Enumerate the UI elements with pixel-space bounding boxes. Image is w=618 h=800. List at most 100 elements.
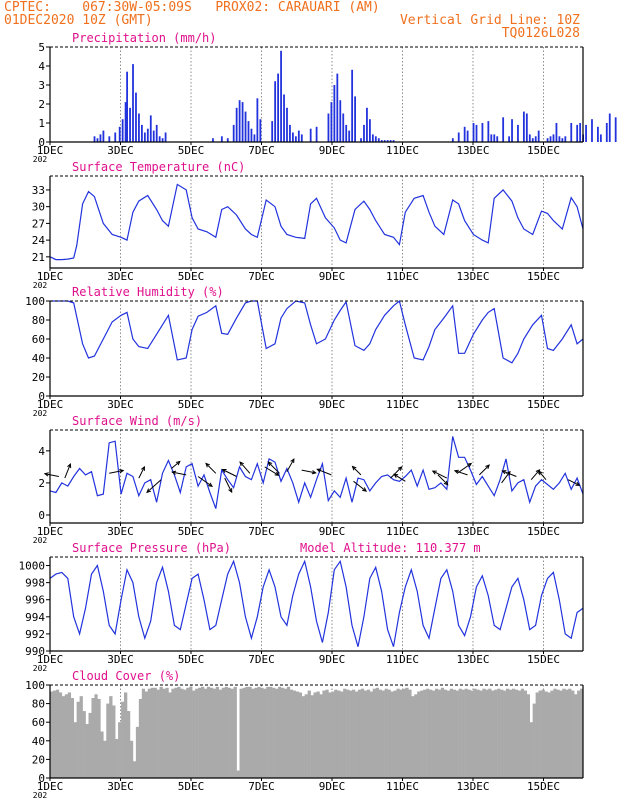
panel-6-cover-bar — [206, 686, 211, 778]
panel-3-xtick-label: 15DEC — [527, 398, 560, 411]
panel-6-cover-bar — [455, 690, 459, 778]
panel-6-cover-bar — [316, 691, 320, 778]
panel-6-cover-bar — [399, 689, 403, 778]
panel-5-xtick-label: 11DEC — [386, 653, 419, 666]
panel-6-cover-bar — [517, 690, 522, 778]
panel-1-bar — [546, 138, 549, 142]
panel-1-bar — [277, 73, 280, 142]
panel-6-cover-bar — [363, 690, 368, 778]
panel-6-cover-bar — [115, 738, 119, 778]
panel-6-cover-bar — [112, 705, 116, 778]
panel-1-bar — [138, 113, 140, 142]
panel-4-wind-arrow — [109, 470, 124, 474]
panel-4-wind-arrowhead — [575, 481, 581, 486]
panel-6-cover-bar — [307, 690, 311, 778]
panel-3-xtick-label: 11DEC — [386, 398, 419, 411]
panel-1-bar — [608, 113, 611, 142]
panel-6-cover-bar — [198, 687, 202, 778]
panel-1-bar — [286, 107, 288, 142]
panel-6-cover-bar — [506, 688, 510, 778]
panel-1-bar — [235, 107, 238, 142]
panel-6-cover-bar — [491, 690, 495, 778]
panel-1-bar — [283, 94, 285, 142]
panel-4-wind-arrowhead — [228, 488, 233, 494]
panel-6-cover-bar — [417, 691, 421, 778]
panel-1-bar — [259, 119, 262, 142]
panel-6-cover-bar — [464, 688, 468, 778]
panel-5-series-line — [49, 559, 584, 647]
panel-6-cover-bar — [153, 687, 157, 778]
panel-1-bar — [374, 136, 377, 142]
panel-1-bar — [93, 136, 96, 142]
panel-6-cover-bar — [485, 689, 489, 778]
panel-6-cover-bar — [283, 688, 288, 778]
panel-6-cover-bar — [82, 711, 86, 778]
panel-2-title: Surface Temperature (nC) — [72, 160, 245, 174]
panel-1-bar — [294, 136, 297, 142]
panel-5-title: Surface Pressure (hPa) — [72, 541, 231, 555]
panel-6-cover-bar — [209, 687, 214, 778]
panel-1-bar — [534, 136, 537, 142]
panel-1-bar — [315, 126, 318, 142]
panel-6-ytick-label: 60 — [32, 716, 45, 729]
panel-6-cover-bar — [568, 688, 572, 778]
panel-6-cover-bar — [532, 703, 536, 778]
panel-6-cover-bar — [257, 686, 261, 778]
panel-3-xtick-label: 5DEC — [178, 398, 205, 411]
panel-1-bar — [289, 124, 291, 142]
panel-6-cover-bar — [141, 688, 146, 778]
panel-6-cover-bar — [147, 688, 151, 778]
panel-4-wind-arrow — [317, 468, 332, 476]
panel-6-cover-bar — [183, 689, 187, 778]
panel-6-cover-bar — [280, 687, 285, 778]
panel-1-bar — [250, 128, 253, 142]
panel-3-ytick-label: 40 — [32, 352, 45, 365]
panel-1-bar — [333, 85, 336, 142]
panel-4-series-line — [49, 436, 584, 509]
panel-2-xtick-label: 5DEC — [178, 270, 205, 283]
panel-1-bar — [118, 126, 121, 142]
panel-1-bar — [511, 119, 513, 142]
panel-1-bar — [327, 113, 330, 142]
panel-4-wind-arrow — [138, 466, 145, 479]
panel-6-cover-bar — [340, 691, 344, 778]
panel-4-xtick-label: 13DEC — [456, 525, 489, 538]
panel-1-bar — [493, 134, 496, 142]
panel-4-wind-arrowhead — [175, 460, 181, 466]
panel-4-wind-arrow — [267, 461, 280, 474]
panel-6-cover-bar — [97, 698, 101, 778]
panel-1-bar — [274, 81, 277, 142]
panel-6-cover-bar — [375, 687, 379, 778]
panel-6-xtick-label: 7DEC — [248, 780, 275, 793]
panel-6-cover-bar — [562, 688, 566, 778]
panel-6-xtick-label: 13DEC — [456, 780, 489, 793]
panel-1-bar — [457, 132, 460, 142]
panel-1-bar — [132, 64, 134, 142]
panel-6-cover-bar — [426, 688, 430, 778]
panel-1-bar — [360, 138, 362, 142]
panel-5-ytick-label: 996 — [25, 594, 45, 607]
panel-4-wind-arrowhead — [397, 466, 403, 471]
panel-6-cover-bar — [201, 686, 205, 778]
panel-6-cover-bar — [260, 687, 264, 778]
panel-1-bar — [549, 136, 552, 142]
panel-6-cover-bar — [301, 696, 305, 778]
panel-5-ytick-label: 1000 — [19, 560, 46, 573]
panel-1-bar — [579, 123, 582, 142]
panel-1-bar — [241, 102, 244, 142]
panel-1-bar — [363, 124, 365, 142]
panel-6-cover-bar — [523, 690, 528, 778]
panel-4-wind-arrowhead — [208, 482, 213, 487]
panel-2-xtick-label: 11DEC — [386, 270, 419, 283]
panel-5-subtitle: Model Altitude: 110.377 m — [300, 541, 481, 555]
panel-4-wind-arrow — [502, 470, 517, 477]
panel-6-cover-bar — [162, 688, 166, 778]
panel-1-bar — [564, 136, 567, 142]
panel-4-xtick-label: 15DEC — [527, 525, 560, 538]
panel-1-bar — [212, 138, 214, 142]
panel-5-ytick-label: 998 — [25, 577, 45, 590]
panel-6-cover-bar — [559, 690, 563, 778]
panel-1-bar — [220, 136, 223, 142]
panel-1-bar — [336, 73, 339, 142]
panel-6-cover-bar — [212, 688, 217, 778]
